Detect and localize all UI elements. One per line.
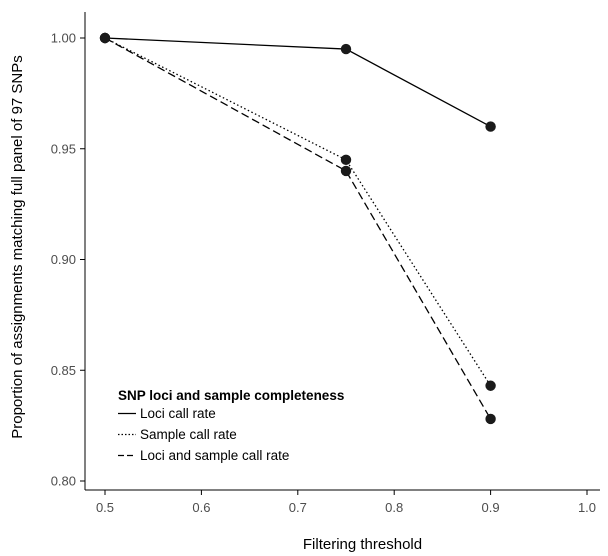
legend-label-3: Loci and sample call rate xyxy=(140,448,289,463)
legend-items: Loci call rate Sample call rate Loci and s… xyxy=(118,406,289,463)
x-tick-label: 0.7 xyxy=(289,500,307,515)
x-tick-label: 0.6 xyxy=(192,500,210,515)
data-point xyxy=(340,165,352,177)
series-line-2 xyxy=(104,37,492,387)
axes xyxy=(84,12,600,491)
data-point xyxy=(485,121,496,132)
series-points xyxy=(99,32,496,425)
x-tick-label: 1.0 xyxy=(578,500,596,515)
y-tick-label: 0.80 xyxy=(51,474,76,489)
y-tick-label: 1.00 xyxy=(51,31,76,46)
legend-label-1: Loci call rate xyxy=(140,406,216,421)
y-tick-label: 0.85 xyxy=(51,363,76,378)
x-tick-label: 0.8 xyxy=(385,500,403,515)
x-axis-title: Filtering threshold xyxy=(303,536,422,553)
series-lines xyxy=(104,37,492,420)
legend: SNP loci and sample completeness Loci ca… xyxy=(118,388,344,463)
data-point xyxy=(340,43,352,55)
series-line-1 xyxy=(104,37,491,128)
y-ticks: 0.80 0.85 0.90 0.95 1.00 xyxy=(51,31,85,489)
legend-title: SNP loci and sample completeness xyxy=(118,388,344,403)
y-tick-label: 0.90 xyxy=(51,252,76,267)
y-axis-title: Proportion of assignments matching full … xyxy=(9,55,26,439)
data-point xyxy=(99,32,111,44)
x-tick-label: 0.5 xyxy=(96,500,114,515)
series-line-3 xyxy=(104,37,492,420)
y-tick-label: 0.95 xyxy=(51,141,76,156)
legend-label-2: Sample call rate xyxy=(140,427,237,442)
data-point xyxy=(485,380,496,391)
data-point xyxy=(340,154,352,166)
x-tick-label: 0.9 xyxy=(482,500,500,515)
data-point xyxy=(485,413,496,425)
x-ticks: 0.5 0.6 0.7 0.8 0.9 1.0 xyxy=(96,490,596,515)
